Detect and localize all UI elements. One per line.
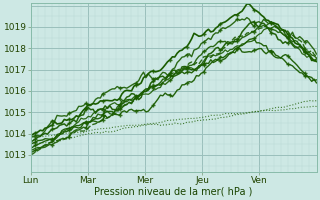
X-axis label: Pression niveau de la mer( hPa ): Pression niveau de la mer( hPa ) xyxy=(94,187,253,197)
